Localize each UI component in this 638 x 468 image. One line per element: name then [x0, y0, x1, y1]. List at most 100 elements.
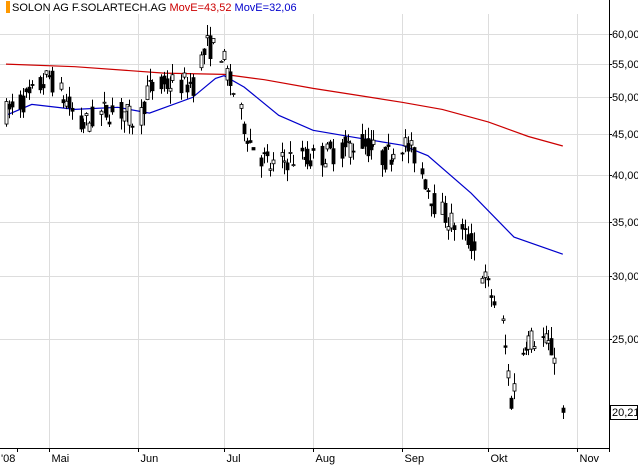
candle-body	[231, 93, 236, 95]
candle-body	[239, 104, 244, 109]
candle-body	[363, 138, 368, 147]
candle-body	[512, 383, 517, 392]
candle-body	[480, 277, 485, 284]
candle-body	[199, 54, 204, 69]
candle-body	[300, 147, 305, 152]
candle-body	[27, 86, 32, 94]
candle-body	[191, 77, 196, 96]
candle-body	[291, 164, 296, 167]
candle-body	[271, 159, 276, 165]
candle-body	[552, 357, 557, 364]
candle-body	[24, 88, 29, 93]
candle-body	[228, 71, 233, 86]
candle-body	[47, 75, 52, 78]
y-tick-label: 25,00	[612, 333, 638, 346]
candle-body	[391, 153, 396, 160]
candle-body	[440, 201, 445, 215]
candle-body	[61, 99, 66, 104]
candle-body	[18, 94, 23, 110]
candle-body	[262, 152, 267, 155]
candle-body	[30, 84, 35, 86]
candle-body	[170, 74, 175, 81]
candle-body	[87, 122, 92, 132]
y-tick-label: 50,00	[612, 91, 638, 104]
candle-body	[10, 101, 15, 108]
candle-body	[423, 179, 428, 190]
candle-body	[366, 138, 371, 157]
candle-body	[59, 82, 64, 90]
candle-body	[549, 338, 554, 356]
candle-body	[380, 150, 385, 166]
candle-body	[561, 407, 566, 413]
candle-body	[38, 77, 43, 91]
x-tick-label: Jul	[226, 453, 241, 465]
candle-body	[509, 397, 514, 409]
candle-body	[21, 95, 26, 113]
candle-body	[7, 103, 12, 110]
candle-body	[351, 150, 356, 153]
candle-body	[248, 140, 253, 143]
candle-body	[340, 142, 345, 159]
candle-body	[280, 152, 285, 157]
candle-body	[222, 50, 227, 60]
candle-body	[529, 330, 534, 350]
candle-body	[325, 143, 330, 150]
candle-body	[242, 123, 247, 135]
candle-body	[532, 346, 537, 349]
candle-body	[70, 107, 75, 112]
candle-body	[145, 85, 150, 101]
candle-body	[50, 70, 55, 93]
candle-body	[486, 278, 491, 281]
candle-body	[251, 147, 256, 151]
y-tick-label: 35,00	[612, 216, 638, 229]
candle-body	[139, 107, 144, 126]
candle-body	[432, 193, 437, 215]
candle-body	[472, 241, 477, 251]
candle-body	[185, 84, 190, 93]
candle-body	[259, 157, 264, 167]
candle-body	[466, 234, 471, 245]
candle-body	[521, 352, 526, 355]
candle-body	[305, 148, 310, 165]
moving-average-long-line	[5, 63, 563, 147]
candle-body	[219, 60, 224, 63]
candle-body	[323, 163, 328, 168]
x-tick-label: Nov	[579, 453, 600, 465]
x-tick-label: Okt	[490, 453, 508, 465]
candle-body	[182, 72, 187, 78]
candle-body	[44, 70, 49, 75]
candle-body	[400, 152, 405, 155]
candle-body	[282, 160, 287, 163]
x-tick-label: Jun	[140, 453, 159, 465]
candle-body	[343, 136, 348, 148]
candle-body	[107, 121, 112, 125]
x-tick-label: Sep	[404, 453, 425, 465]
y-tick-label: 30,00	[612, 270, 638, 283]
candle-body	[162, 75, 167, 85]
candle-body	[268, 168, 273, 171]
candle-body	[130, 125, 135, 128]
candle-body	[541, 336, 546, 338]
candle-body	[67, 96, 72, 109]
candle-body	[311, 148, 316, 151]
candle-body	[501, 318, 506, 321]
candle-body	[208, 35, 213, 59]
candle-body	[426, 190, 431, 193]
candle-body	[142, 101, 147, 115]
chart-legend: SOLON AG F.SOLARTECH.AG MovE=43,52 MovE=32…	[6, 1, 297, 15]
candle-body	[331, 148, 336, 165]
candle-body	[41, 84, 46, 89]
candle-body	[383, 146, 388, 170]
candle-body	[546, 340, 551, 344]
y-tick-label: 60,00	[612, 28, 638, 41]
candle-body	[211, 38, 216, 43]
candle-body	[84, 113, 89, 116]
candle-body	[90, 106, 95, 127]
candle-body	[406, 143, 411, 152]
candle-body	[122, 111, 127, 122]
candle-body	[412, 147, 417, 164]
candle-body	[202, 48, 207, 56]
candle-body	[449, 212, 454, 229]
candle-body	[492, 301, 497, 306]
